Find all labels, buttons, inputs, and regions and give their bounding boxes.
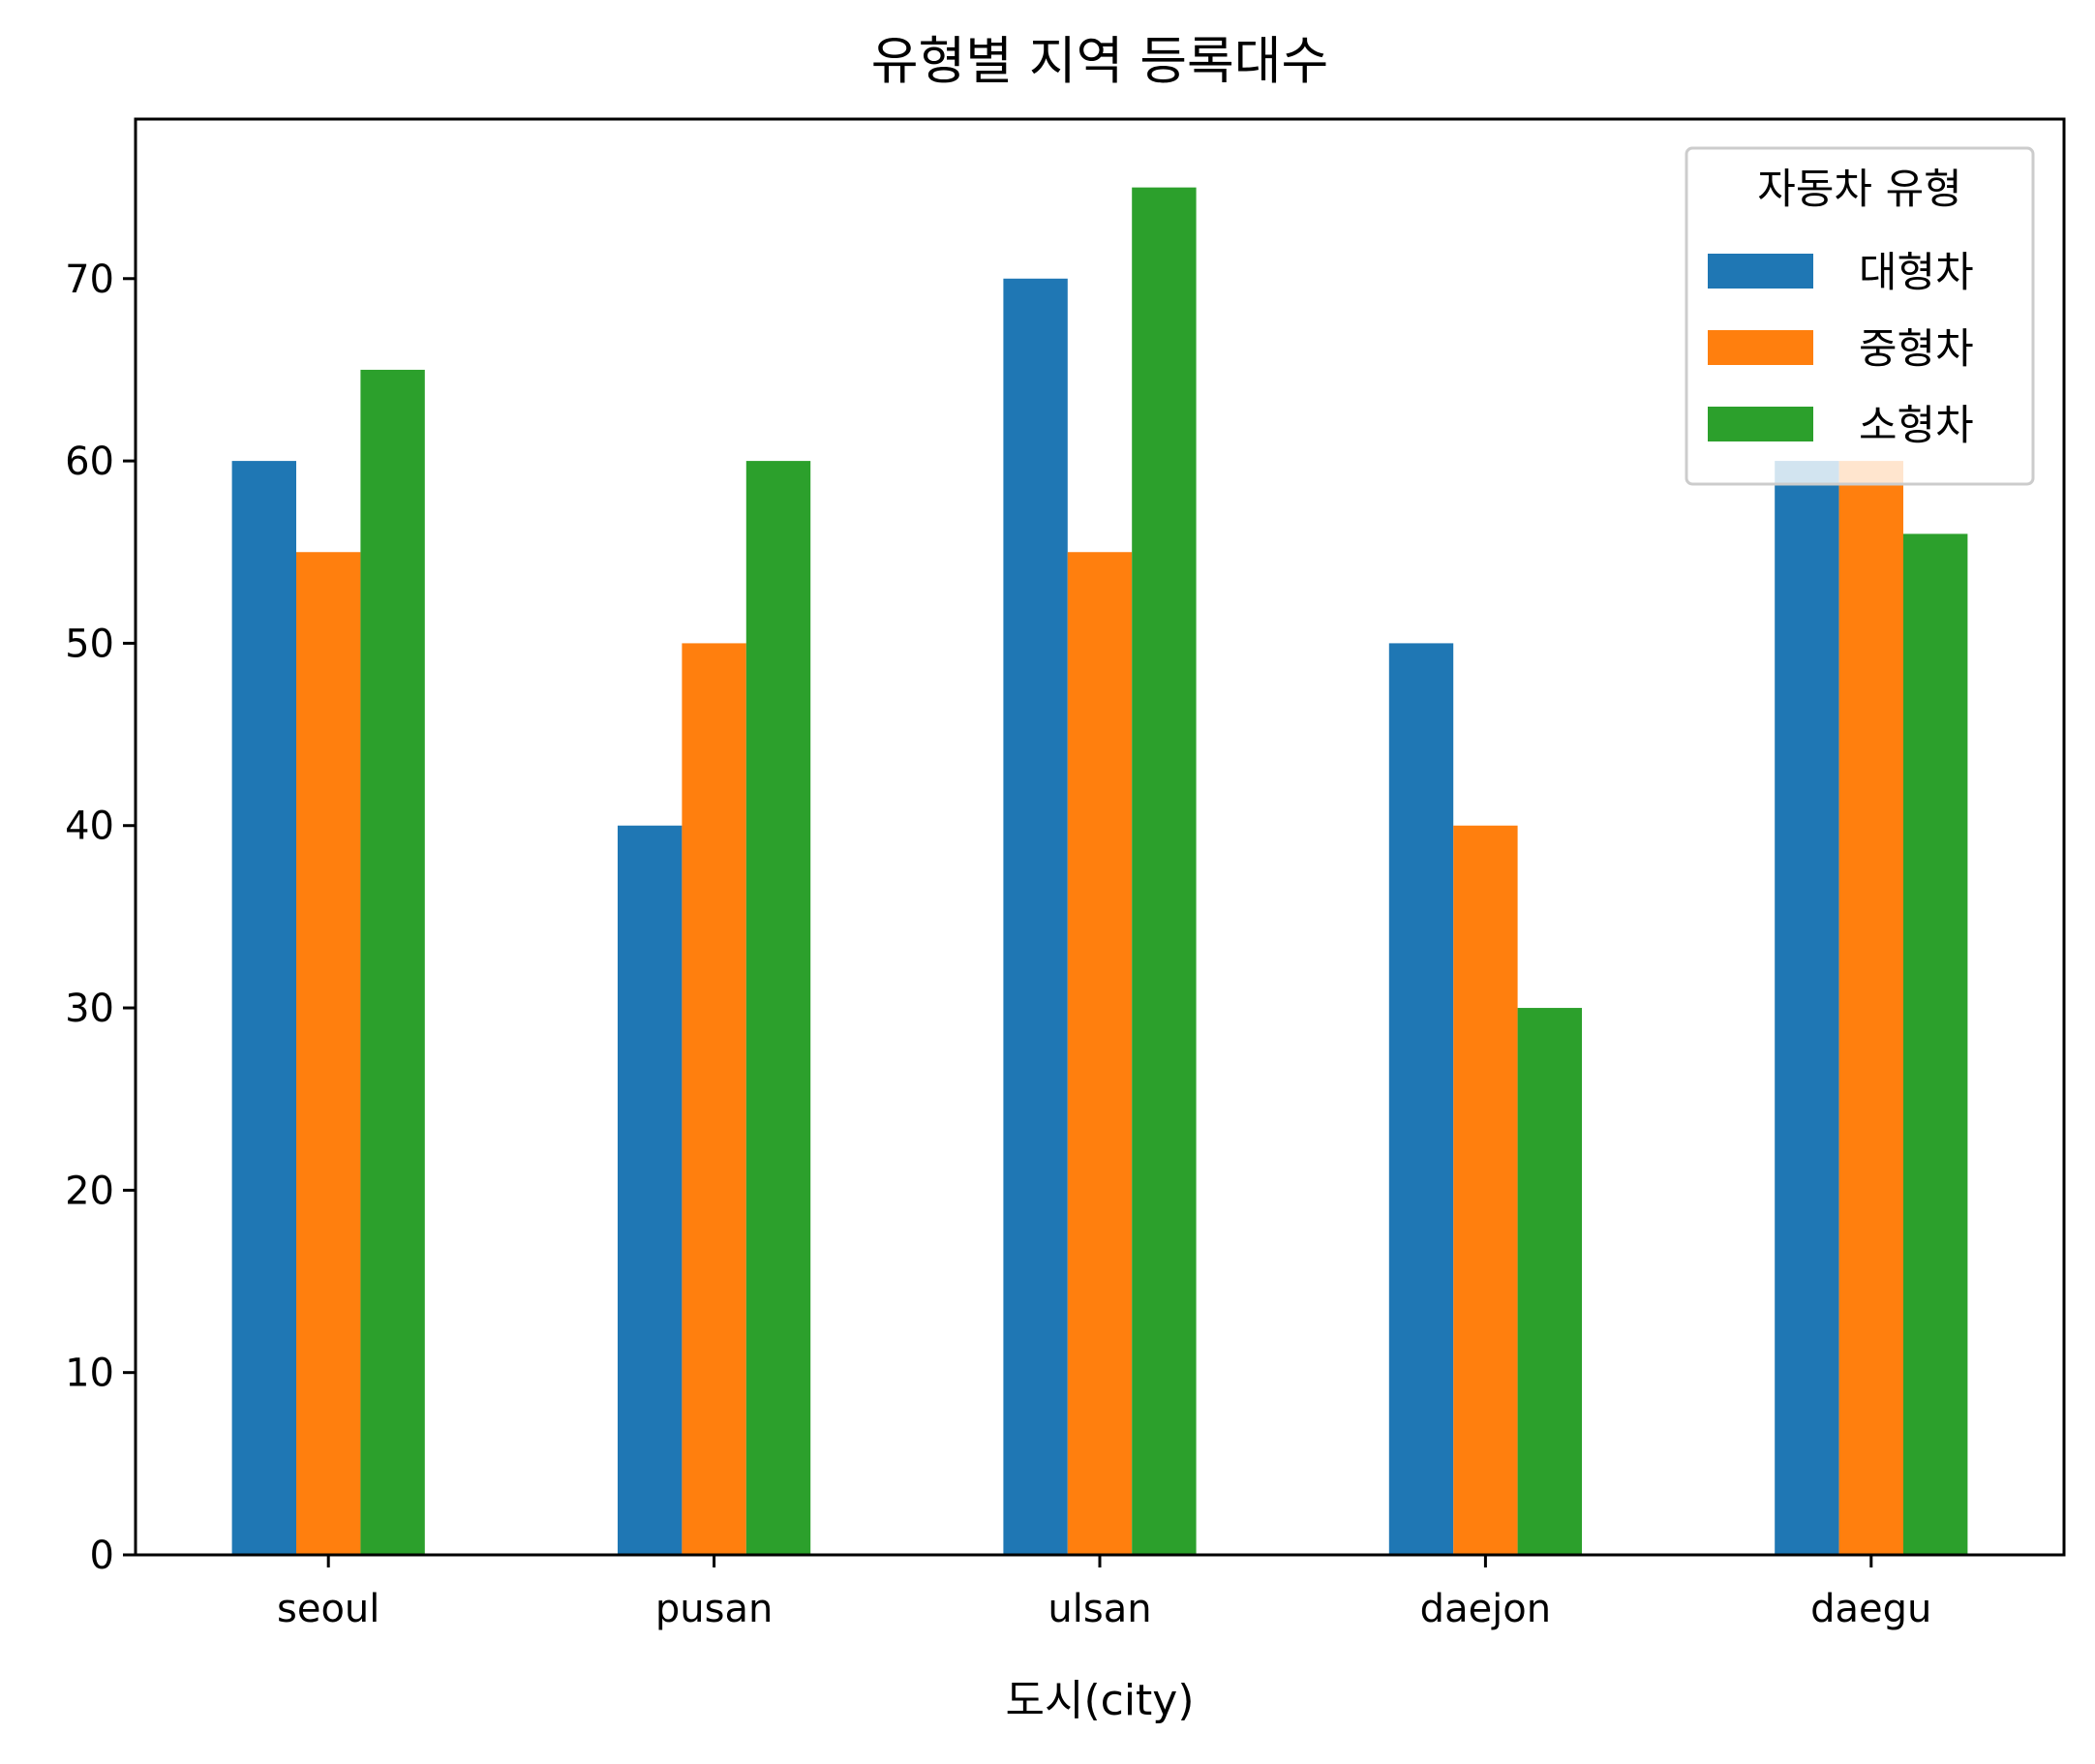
bar-daejon-1 [1453, 825, 1518, 1555]
legend-box [1685, 146, 2035, 486]
legend-title: 자동차 유형 [1757, 166, 1961, 214]
bar-seoul-0 [231, 461, 296, 1556]
x-tick-label: daegu [1810, 1587, 1931, 1631]
bar-daegu-1 [1838, 461, 1903, 1556]
bars-layer [231, 187, 1968, 1556]
axes-layer: 0 10 20 30 40 50 60 70 seoul pusan ulsan daejon daeg… [65, 117, 2066, 1631]
x-tick-label: seoul [277, 1587, 380, 1631]
bar-seoul-1 [296, 552, 361, 1555]
y-tick-label: 40 [65, 805, 114, 849]
x-tick-label: ulsan [1048, 1587, 1151, 1631]
bar-daegu-0 [1775, 461, 1839, 1556]
y-tick-label: 70 [65, 258, 114, 302]
y-tick-label: 10 [65, 1352, 114, 1396]
chart-title: 유형별 지역 등록대수 [871, 32, 1329, 91]
y-tick-label: 20 [65, 1169, 114, 1213]
legend-swatch [1708, 330, 1813, 365]
legend-label: 중형차 [1859, 325, 1974, 374]
bar-pusan-2 [745, 461, 811, 1556]
bar-ulsan-0 [1003, 278, 1068, 1555]
bar-pusan-0 [618, 825, 683, 1555]
x-tick-label: daejon [1420, 1587, 1551, 1631]
x-axis-label: 도시(city) [1006, 1676, 1195, 1725]
legend-label: 소형차 [1859, 402, 1974, 450]
bar-daegu-2 [1903, 533, 1968, 1556]
bar-pusan-1 [682, 643, 746, 1555]
y-tick-label: 0 [90, 1534, 114, 1578]
bar-daejon-2 [1517, 1008, 1582, 1555]
bar-daejon-0 [1388, 643, 1454, 1555]
legend-label: 대형차 [1859, 249, 1974, 297]
legend-swatch [1708, 407, 1813, 441]
bar-ulsan-1 [1067, 552, 1133, 1555]
y-tick-label: 30 [65, 987, 114, 1031]
y-tick-label: 50 [65, 622, 114, 666]
legend-swatch [1708, 254, 1813, 289]
bar-ulsan-2 [1132, 187, 1197, 1555]
bar-seoul-2 [360, 369, 425, 1556]
x-tick-label: pusan [655, 1587, 773, 1631]
y-tick-label: 60 [65, 440, 114, 484]
